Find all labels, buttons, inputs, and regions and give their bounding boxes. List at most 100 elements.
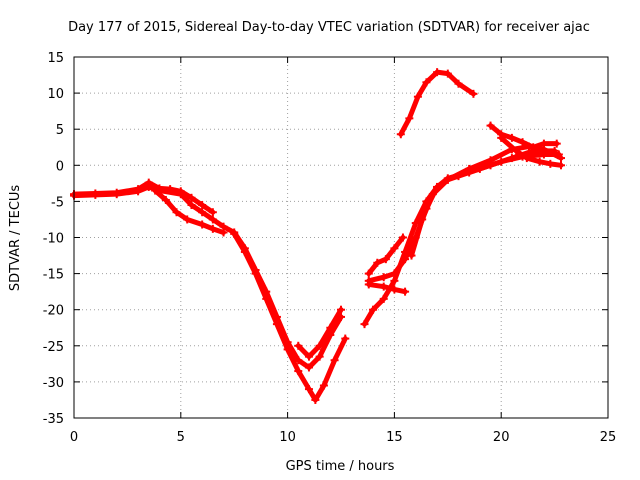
data-point	[326, 323, 335, 332]
data-point	[401, 255, 410, 264]
y-tick-label: -30	[43, 376, 64, 391]
data-point	[219, 228, 228, 237]
data-point	[134, 185, 143, 194]
data-point	[304, 363, 313, 372]
data-point	[422, 78, 431, 87]
series-track-f	[361, 151, 562, 327]
data-point	[161, 195, 170, 204]
data-point	[398, 233, 407, 242]
y-tick-label: 10	[47, 87, 64, 102]
data-point	[512, 146, 521, 155]
data-point	[208, 208, 217, 217]
data-point	[144, 178, 153, 187]
data-point	[183, 215, 192, 224]
data-point	[454, 79, 463, 88]
x-axis-label: GPS time / hours	[286, 459, 395, 474]
data-point	[166, 185, 175, 194]
data-point	[187, 201, 196, 210]
data-point	[172, 208, 181, 217]
data-point	[433, 68, 442, 77]
data-point	[396, 130, 405, 139]
data-point	[390, 285, 399, 294]
series-track-k	[398, 69, 476, 137]
data-point	[369, 305, 378, 314]
data-point	[557, 161, 566, 170]
data-point	[381, 255, 390, 264]
data-point	[443, 69, 452, 78]
data-point	[151, 186, 160, 195]
data-point	[112, 188, 121, 197]
data-point	[304, 385, 313, 394]
data-point	[529, 143, 538, 152]
data-point	[311, 395, 320, 404]
data-point	[208, 215, 217, 224]
data-point	[187, 193, 196, 202]
data-point	[428, 190, 437, 199]
y-tick-label: -5	[51, 195, 64, 210]
y-tick-label: 5	[56, 123, 64, 138]
data-point	[272, 320, 281, 329]
y-tick-label: -25	[43, 340, 64, 355]
data-point	[507, 154, 516, 163]
data-point	[283, 345, 292, 354]
x-tick-label: 0	[70, 430, 78, 445]
chart-title: Day 177 of 2015, Sidereal Day-to-day VTE…	[68, 20, 590, 35]
data-point	[251, 269, 260, 278]
data-point	[198, 220, 207, 229]
y-tick-label: 15	[47, 51, 64, 66]
y-axis-label: SDTVAR / TECUs	[8, 185, 23, 292]
data-point	[379, 282, 388, 291]
data-point	[486, 121, 495, 130]
data-point	[552, 139, 561, 148]
data-point	[91, 189, 100, 198]
data-point	[198, 201, 207, 210]
data-point	[507, 133, 516, 142]
data-point	[469, 89, 478, 98]
series-track-d	[231, 231, 348, 403]
data-point	[390, 276, 399, 285]
y-tick-label: -20	[43, 304, 64, 319]
data-point	[262, 294, 271, 303]
y-tick-label: -35	[43, 412, 64, 427]
x-tick-label: 10	[279, 430, 296, 445]
data-point	[337, 305, 345, 314]
data-point	[230, 229, 239, 238]
data-point	[294, 367, 303, 376]
grid-layer	[74, 57, 608, 418]
data-point	[240, 247, 249, 256]
data-point	[539, 139, 548, 148]
data-point	[522, 154, 531, 163]
data-point	[294, 341, 303, 350]
y-tick-label: -15	[43, 268, 64, 283]
data-point	[497, 133, 506, 142]
tick-label-layer: 0 5 10 15 20 25 -35 -30 -25 -20 -15 -10 -5 0 5 10 15	[43, 51, 617, 445]
data-point	[364, 269, 373, 278]
data-point	[364, 280, 373, 289]
data-point	[176, 187, 185, 196]
data-point	[535, 157, 544, 166]
data-point	[304, 352, 313, 361]
data-point	[401, 287, 410, 296]
data-point	[486, 156, 495, 165]
data-point	[373, 258, 382, 267]
data-point	[557, 154, 566, 163]
data-point	[341, 334, 350, 343]
data-point	[418, 215, 427, 224]
y-tick-label: 0	[56, 159, 64, 174]
data-point	[379, 294, 388, 303]
data-point	[319, 381, 328, 390]
data-point	[360, 320, 369, 329]
data-point	[390, 269, 399, 278]
data-point	[330, 356, 339, 365]
data-point	[465, 164, 474, 173]
y-tick-label: -10	[43, 232, 64, 247]
data-point	[407, 251, 416, 260]
data-point	[208, 224, 217, 233]
data-point	[443, 175, 452, 184]
series-track-a	[71, 184, 344, 370]
data-point	[413, 92, 422, 101]
data-point	[379, 273, 388, 282]
data-point	[315, 352, 324, 361]
data-point	[518, 138, 527, 147]
